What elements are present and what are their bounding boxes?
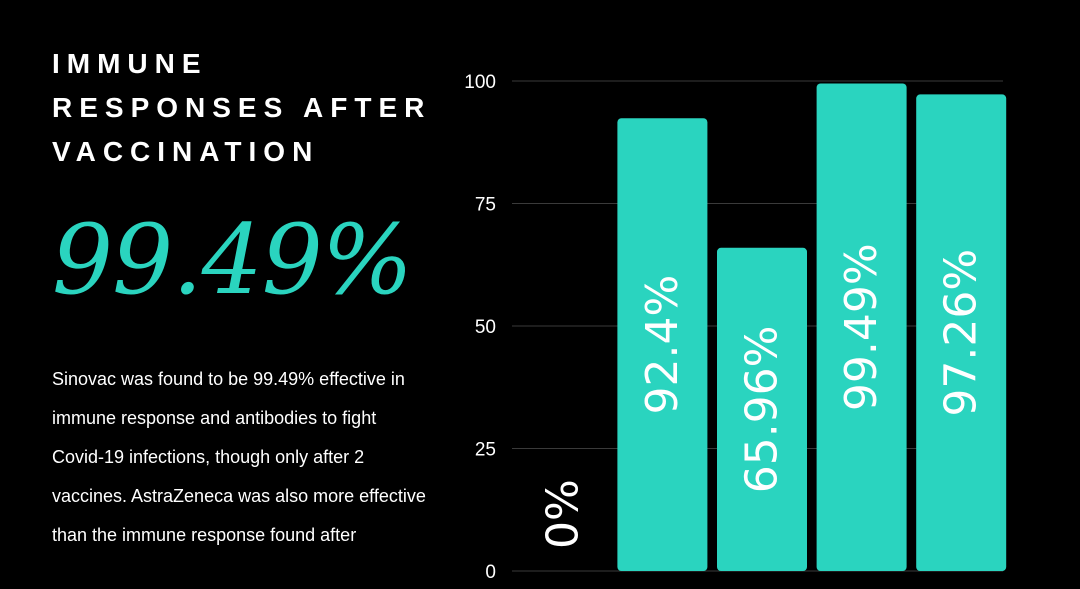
bar-value-label-4: 99.49% — [836, 243, 887, 411]
bar-4 — [816, 83, 907, 572]
y-tick-label-75: 75 — [475, 195, 496, 216]
highlight-value: 99.49% — [52, 204, 413, 316]
description-text: Sinovac was found to be 99.49% effective… — [52, 369, 426, 545]
title-line-3: VACCINATION — [52, 136, 320, 167]
y-tick-label-100: 100 — [464, 72, 496, 93]
y-tick-label-50: 50 — [475, 317, 496, 338]
bar-2 — [617, 118, 708, 572]
bar-5 — [916, 94, 1007, 571]
bar-value-label-2: 92.4% — [637, 275, 688, 415]
bar-chart: 0 25 50 75 100 0% 92.4% 65.96% 99.49% 97.26% — [464, 72, 1007, 583]
bar-value-label-5: 97.26% — [936, 249, 987, 417]
bar-value-label-1: 0% — [537, 479, 588, 549]
y-tick-label-25: 25 — [475, 440, 496, 461]
y-tick-label-0: 0 — [485, 562, 496, 583]
title-line-1: IMMUNE — [52, 48, 208, 79]
page-title: IMMUNE RESPONSES AFTER VACCINATION — [52, 42, 432, 174]
title-line-2: RESPONSES AFTER — [52, 92, 432, 123]
bar-3 — [717, 247, 807, 571]
bar-value-label-3: 65.96% — [737, 326, 788, 494]
